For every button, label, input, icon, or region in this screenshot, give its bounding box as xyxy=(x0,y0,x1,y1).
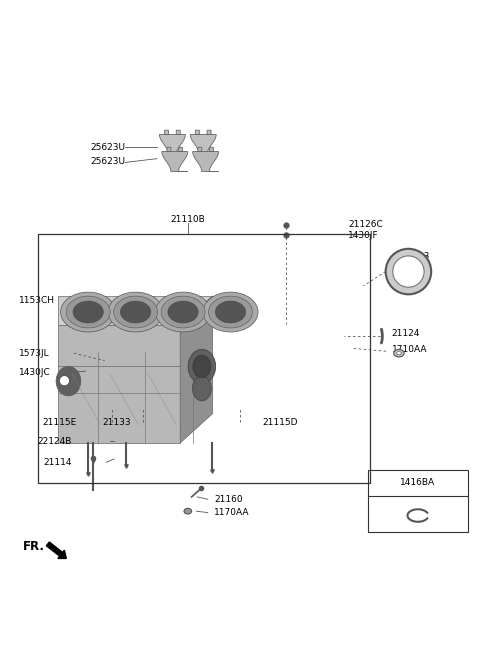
Text: 1430JF: 1430JF xyxy=(348,231,379,240)
Polygon shape xyxy=(192,147,218,171)
Polygon shape xyxy=(190,130,216,154)
Bar xyxy=(368,470,468,532)
FancyArrow shape xyxy=(47,542,66,558)
Ellipse shape xyxy=(192,376,211,401)
Polygon shape xyxy=(180,296,213,443)
Ellipse shape xyxy=(73,301,103,323)
Text: 21115E: 21115E xyxy=(42,418,76,427)
Text: 1430JC: 1430JC xyxy=(19,368,51,376)
Ellipse shape xyxy=(193,355,211,378)
Text: 21114: 21114 xyxy=(43,458,72,466)
Ellipse shape xyxy=(188,350,216,384)
Ellipse shape xyxy=(161,296,205,328)
Text: FR.: FR. xyxy=(23,540,45,553)
Ellipse shape xyxy=(394,350,404,357)
Ellipse shape xyxy=(396,351,401,355)
Text: 1416BA: 1416BA xyxy=(400,478,435,487)
Ellipse shape xyxy=(66,296,110,328)
Ellipse shape xyxy=(156,292,211,332)
Ellipse shape xyxy=(203,292,258,332)
Text: 1153CH: 1153CH xyxy=(19,296,55,306)
Ellipse shape xyxy=(208,296,252,328)
Text: 1170AA: 1170AA xyxy=(214,508,250,517)
Text: 21124: 21124 xyxy=(392,328,420,338)
Polygon shape xyxy=(58,325,180,443)
Polygon shape xyxy=(162,147,188,171)
Ellipse shape xyxy=(114,296,157,328)
Ellipse shape xyxy=(216,301,246,323)
Text: 21115D: 21115D xyxy=(263,418,298,427)
Text: 25623U: 25623U xyxy=(90,143,125,152)
Polygon shape xyxy=(58,296,213,325)
Text: 21160: 21160 xyxy=(214,495,242,504)
Circle shape xyxy=(385,249,431,294)
Text: 25623U: 25623U xyxy=(90,157,125,166)
Circle shape xyxy=(59,375,70,386)
Text: 1710AA: 1710AA xyxy=(392,346,427,354)
Text: 21443: 21443 xyxy=(401,252,430,261)
Ellipse shape xyxy=(56,367,81,396)
Text: 21110B: 21110B xyxy=(170,215,205,224)
Ellipse shape xyxy=(120,301,151,323)
Circle shape xyxy=(393,256,424,287)
Ellipse shape xyxy=(184,509,192,514)
Polygon shape xyxy=(159,130,185,154)
Text: 1573JL: 1573JL xyxy=(19,349,50,357)
Ellipse shape xyxy=(108,292,163,332)
Ellipse shape xyxy=(168,301,198,323)
Text: 22124B: 22124B xyxy=(37,437,72,446)
Text: 21126C: 21126C xyxy=(348,219,383,229)
Text: 21133: 21133 xyxy=(102,418,131,427)
Bar xyxy=(38,234,371,483)
Ellipse shape xyxy=(60,292,116,332)
